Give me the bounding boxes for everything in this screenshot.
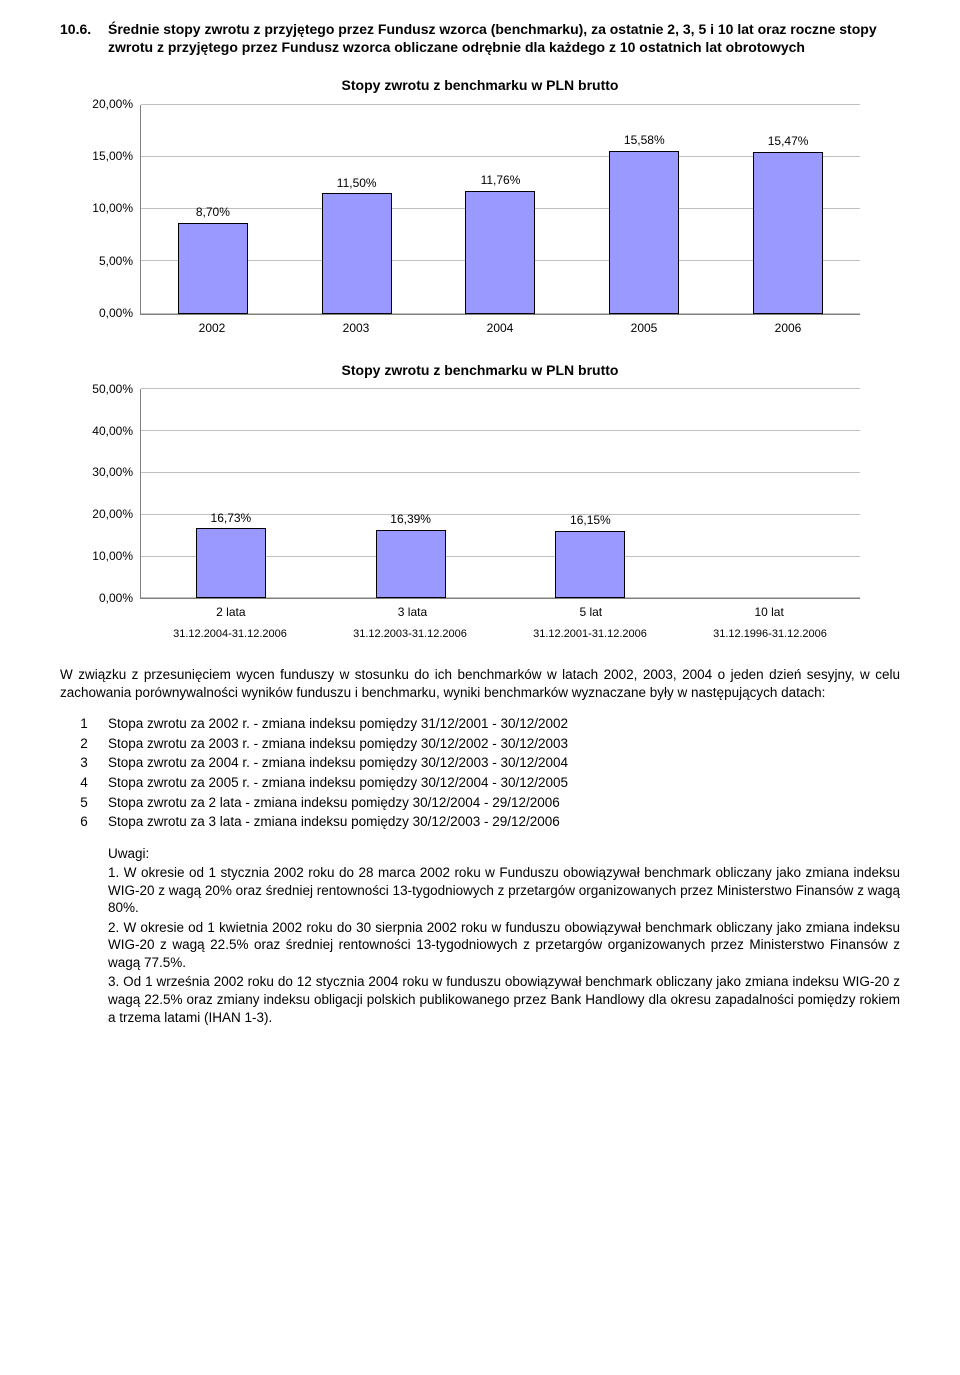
bar-slot: 11,76% (429, 105, 573, 314)
bar-slot: 16,73% (141, 389, 321, 598)
bar-value-label: 11,50% (337, 176, 377, 192)
bar (322, 193, 392, 313)
bar (178, 223, 248, 314)
list-item-number: 3 (60, 754, 108, 772)
list-item-text: Stopa zwrotu za 2004 r. - zmiana indeksu… (108, 754, 568, 772)
section-heading: 10.6. Średnie stopy zwrotu z przyjętego … (60, 20, 900, 56)
list-item-number: 6 (60, 813, 108, 831)
y-axis-label: 15,00% (92, 149, 141, 165)
dates-list: 1Stopa zwrotu za 2002 r. - zmiana indeks… (60, 715, 900, 830)
list-item: 3Stopa zwrotu za 2004 r. - zmiana indeks… (60, 754, 900, 772)
x-axis-label: 2005 (631, 321, 658, 337)
y-axis-label: 40,00% (92, 423, 141, 439)
bar-slot: 15,58% (572, 105, 716, 314)
notes-heading: Uwagi: (108, 845, 900, 863)
chart-annual: Stopy zwrotu z benchmarku w PLN brutto 0… (60, 76, 900, 336)
x-axis-sublabel: 31.12.2001-31.12.2006 (500, 627, 680, 641)
bar-slot: 8,70% (141, 105, 285, 314)
y-axis-label: 50,00% (92, 382, 141, 398)
section-title: Średnie stopy zwrotu z przyjętego przez … (108, 20, 900, 56)
y-axis-label: 10,00% (92, 201, 141, 217)
list-item: 2Stopa zwrotu za 2003 r. - zmiana indeks… (60, 735, 900, 753)
x-axis-label: 10 lat (754, 605, 783, 621)
bar (753, 152, 823, 314)
note-paragraph: 1. W okresie od 1 stycznia 2002 roku do … (108, 864, 900, 917)
bar-value-label: 16,15% (570, 513, 611, 529)
note-paragraph: 2. W okresie od 1 kwietnia 2002 roku do … (108, 919, 900, 972)
y-axis-label: 0,00% (99, 591, 141, 607)
list-item-number: 5 (60, 794, 108, 812)
bar-value-label: 16,39% (390, 512, 431, 528)
chart-title: Stopy zwrotu z benchmarku w PLN brutto (60, 361, 900, 379)
bar-value-label: 16,73% (211, 511, 252, 527)
list-item: 6Stopa zwrotu za 3 lata - zmiana indeksu… (60, 813, 900, 831)
x-axis-sublabel: 31.12.1996-31.12.2006 (680, 627, 860, 641)
bars-container: 8,70% 11,50% 11,76% 15,58% 15,47% (141, 105, 860, 314)
notes-section: Uwagi: 1. W okresie od 1 stycznia 2002 r… (60, 845, 900, 1026)
chart-title: Stopy zwrotu z benchmarku w PLN brutto (60, 76, 900, 94)
chart-x-sublabels: 31.12.2004-31.12.200631.12.2003-31.12.20… (140, 627, 860, 641)
list-item-number: 1 (60, 715, 108, 733)
x-axis-label: 2002 (199, 321, 226, 337)
list-item: 1Stopa zwrotu za 2002 r. - zmiana indeks… (60, 715, 900, 733)
list-item-text: Stopa zwrotu za 3 lata - zmiana indeksu … (108, 813, 560, 831)
bar-value-label: 15,58% (624, 133, 665, 149)
y-axis-label: 5,00% (99, 254, 141, 270)
y-axis-label: 0,00% (99, 306, 141, 322)
bar-value-label: 8,70% (196, 205, 230, 221)
list-item-number: 4 (60, 774, 108, 792)
x-axis-sublabel: 31.12.2003-31.12.2006 (320, 627, 500, 641)
list-item-text: Stopa zwrotu za 2 lata - zmiana indeksu … (108, 794, 560, 812)
list-item-text: Stopa zwrotu za 2002 r. - zmiana indeksu… (108, 715, 568, 733)
bar-slot: 11,50% (285, 105, 429, 314)
x-axis-label: 2004 (487, 321, 514, 337)
notes-body: 1. W okresie od 1 stycznia 2002 roku do … (108, 864, 900, 1026)
explanatory-paragraph: W związku z przesunięciem wycen funduszy… (60, 666, 900, 701)
y-axis-label: 10,00% (92, 549, 141, 565)
chart-plot-area: 0,00%5,00%10,00%15,00%20,00%8,70%11,50%1… (140, 105, 860, 315)
x-axis-label: 5 lat (579, 605, 602, 621)
bar (609, 151, 679, 314)
bar-slot: 15,47% (716, 105, 860, 314)
chart-x-axis: 2002 2003 2004 2005 2006 (140, 315, 860, 337)
y-axis-label: 20,00% (92, 97, 141, 113)
bar-value-label: 15,47% (768, 134, 809, 150)
bar (465, 191, 535, 314)
x-axis-label: 2006 (775, 321, 802, 337)
chart-x-axis: 2 lata 3 lata 5 lat 10 lat (140, 599, 860, 621)
list-item-number: 2 (60, 735, 108, 753)
y-axis-label: 30,00% (92, 465, 141, 481)
list-item: 4Stopa zwrotu za 2005 r. - zmiana indeks… (60, 774, 900, 792)
note-paragraph: 3. Od 1 września 2002 roku do 12 styczni… (108, 973, 900, 1026)
x-axis-label: 3 lata (398, 605, 427, 621)
bar (376, 530, 446, 599)
chart-plot-area: 0,00%10,00%20,00%30,00%40,00%50,00%16,73… (140, 389, 860, 599)
list-item-text: Stopa zwrotu za 2003 r. - zmiana indeksu… (108, 735, 568, 753)
x-axis-sublabel: 31.12.2004-31.12.2006 (140, 627, 320, 641)
bar (196, 528, 266, 598)
x-axis-label: 2003 (343, 321, 370, 337)
bars-container: 16,73% 16,39% 16,15% (141, 389, 860, 598)
chart-periods: Stopy zwrotu z benchmarku w PLN brutto 0… (60, 361, 900, 641)
section-number: 10.6. (60, 20, 108, 56)
bar-slot: 16,39% (321, 389, 501, 598)
bar (555, 531, 625, 599)
y-axis-label: 20,00% (92, 507, 141, 523)
bar-slot (680, 389, 860, 598)
bar-value-label: 11,76% (481, 173, 521, 189)
x-axis-label: 2 lata (216, 605, 245, 621)
list-item: 5Stopa zwrotu za 2 lata - zmiana indeksu… (60, 794, 900, 812)
list-item-text: Stopa zwrotu za 2005 r. - zmiana indeksu… (108, 774, 568, 792)
bar-slot: 16,15% (501, 389, 681, 598)
